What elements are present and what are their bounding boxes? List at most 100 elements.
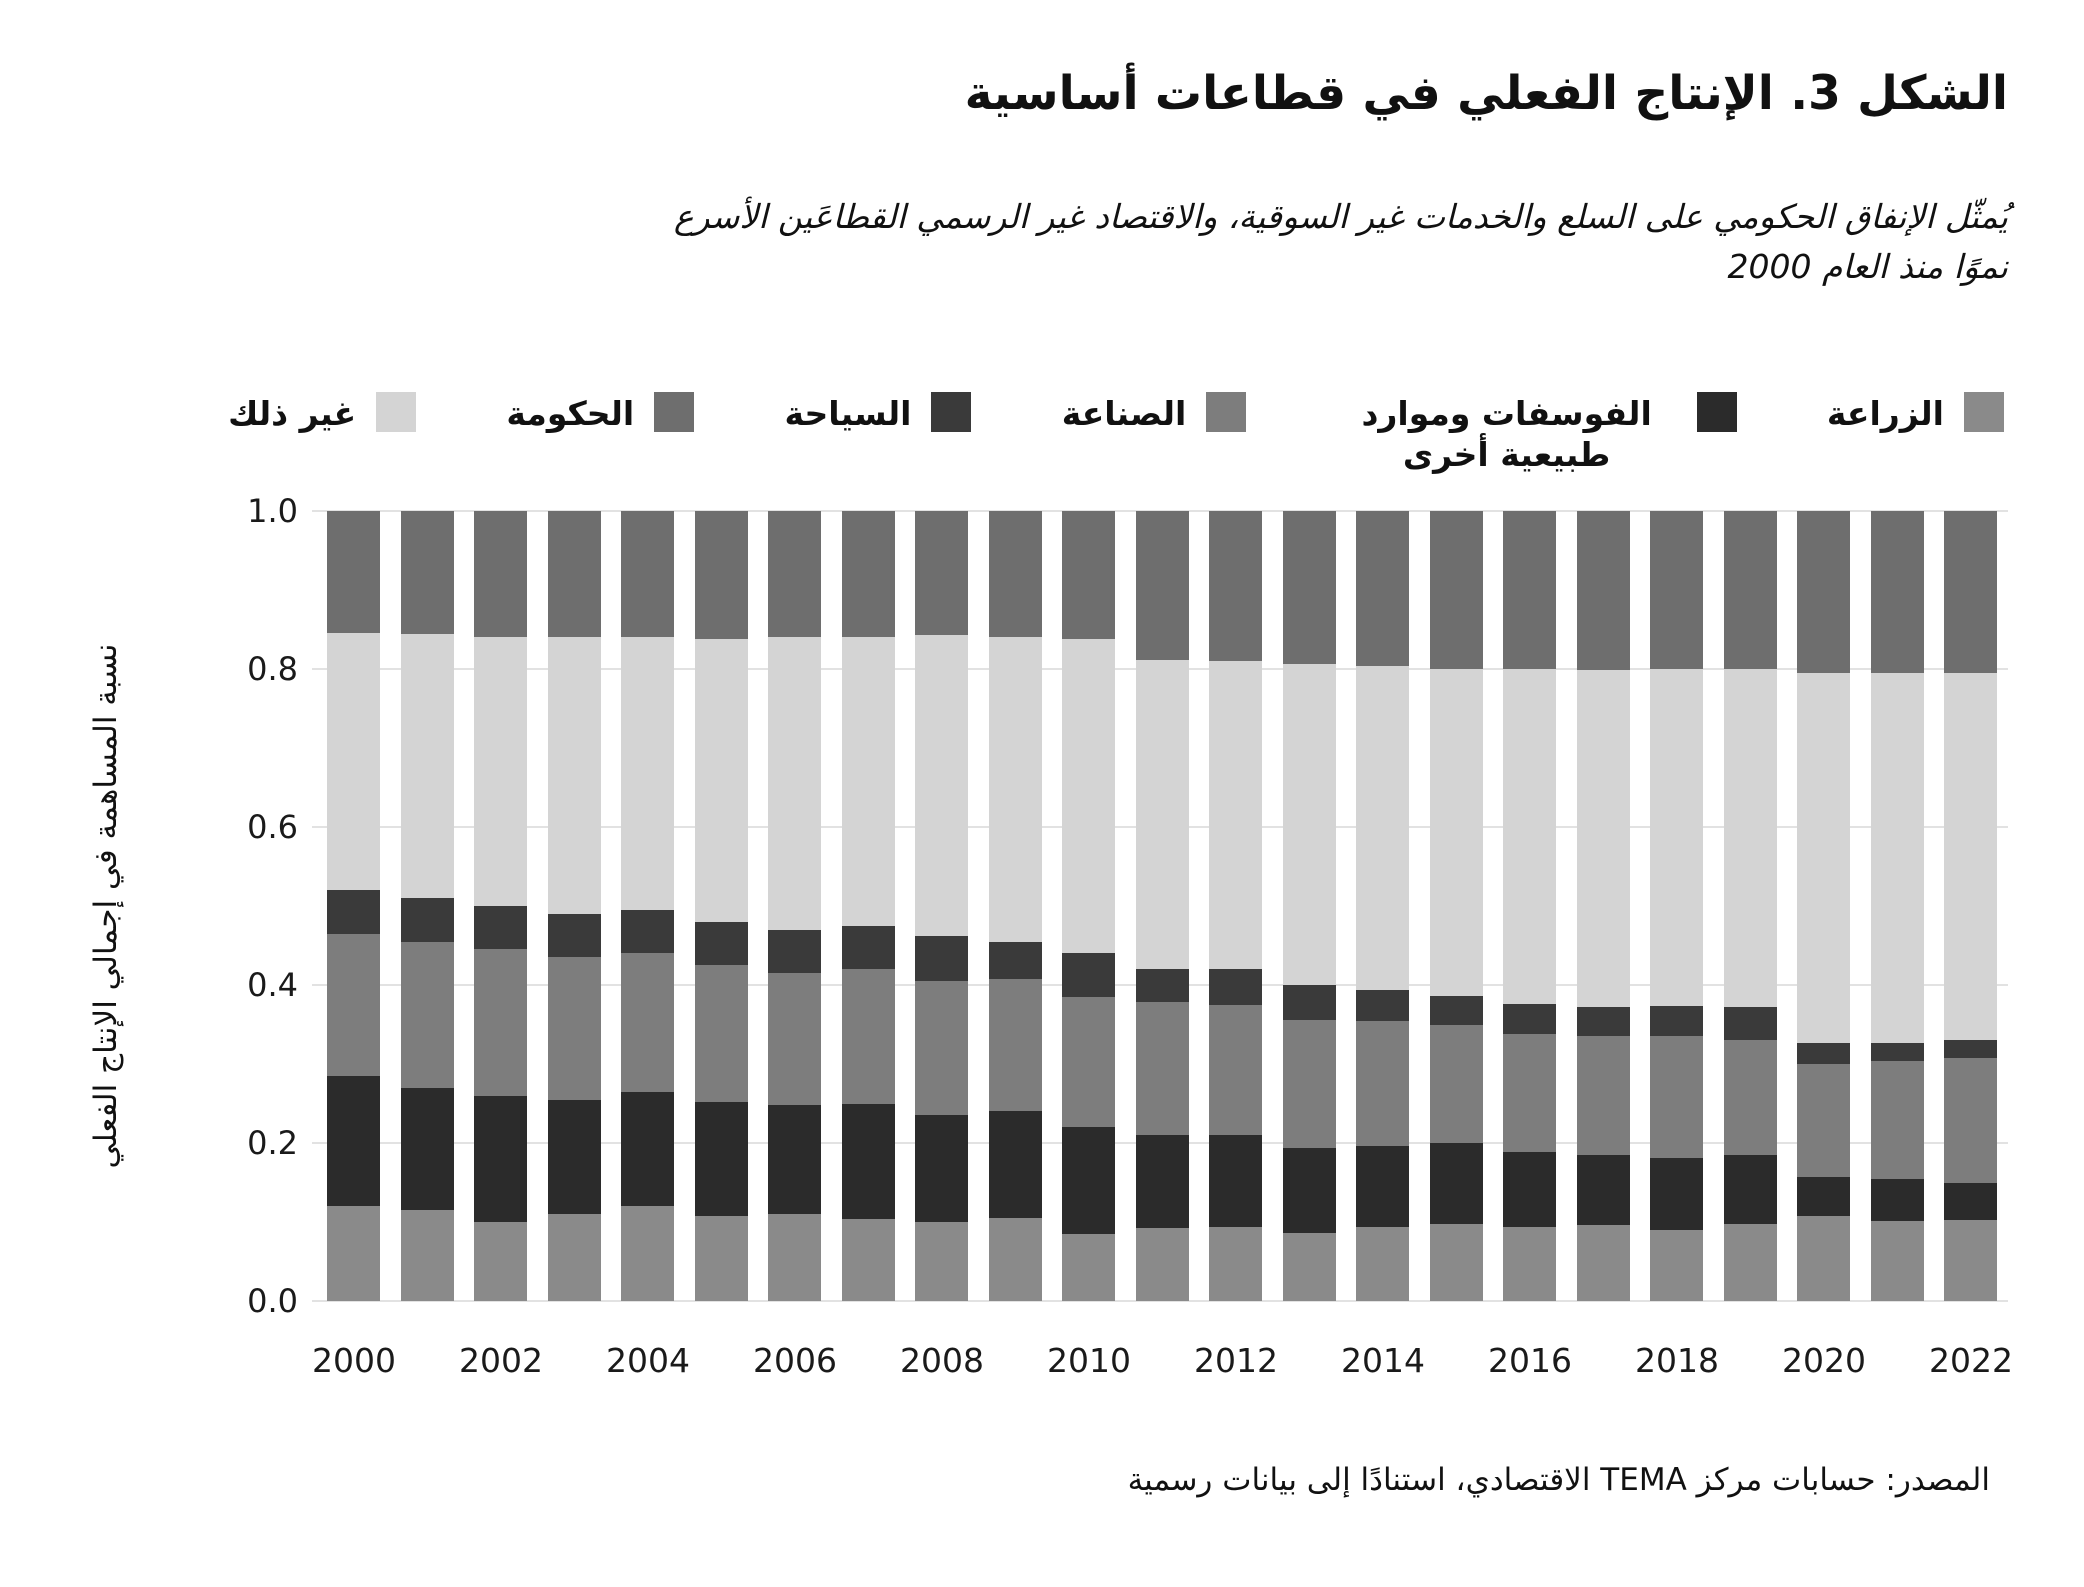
bar-segment xyxy=(989,941,1042,979)
bar-segment xyxy=(1577,1154,1630,1226)
bar-column-2021 xyxy=(1871,511,1924,1301)
bar-segment xyxy=(1724,1007,1777,1041)
bar-segment xyxy=(1871,1060,1924,1180)
bar-segment xyxy=(1136,1228,1189,1301)
bar-segment xyxy=(327,511,380,634)
y-tick-label: 0.6 xyxy=(247,808,298,846)
bar-segment xyxy=(474,906,527,950)
x-tick-label: 2014 xyxy=(1341,1341,1425,1380)
bar-segment xyxy=(1430,669,1483,997)
page-title: الشكل 3. الإنتاج الفعلي في قطاعات أساسية xyxy=(964,66,2008,121)
bar-segment xyxy=(327,1075,380,1207)
bar-column-2008 xyxy=(915,511,968,1301)
y-tick-label: 0.4 xyxy=(247,966,298,1004)
bar-segment xyxy=(1283,1233,1336,1301)
bar-segment xyxy=(695,1101,748,1216)
bar-segment xyxy=(401,511,454,634)
bar-segment xyxy=(1062,511,1115,640)
figure-subtitle: يُمثّل الإنفاق الحكومي على السلع والخدما… xyxy=(178,192,2008,291)
y-tick-label: 0.8 xyxy=(247,650,298,688)
bar-column-2019 xyxy=(1724,511,1777,1301)
bar-segment xyxy=(1136,511,1189,660)
legend-swatch-icon xyxy=(654,392,695,432)
legend-label: الفوسفات وموارد طبيعية أخرى xyxy=(1361,394,1652,475)
bar-segment xyxy=(768,511,821,638)
bar-segment xyxy=(1283,664,1336,986)
bar-segment xyxy=(1724,511,1777,670)
x-axis-ticks: 2000 2002 2004 2006 2008 2010 2012 2014 2016 2018… xyxy=(312,1336,2013,1386)
bar-segment xyxy=(1650,1229,1703,1301)
legend-swatch-icon xyxy=(1696,392,1737,432)
bar-segment xyxy=(1650,669,1703,1006)
bar-segment xyxy=(548,957,601,1100)
legend-swatch-icon xyxy=(931,392,972,432)
bar-segment xyxy=(621,1206,674,1301)
bar-segment xyxy=(401,941,454,1088)
bar-segment xyxy=(621,637,674,910)
x-tick-label: 2000 xyxy=(312,1341,396,1380)
bar-segment xyxy=(1503,1034,1556,1152)
bar-segment xyxy=(401,1087,454,1211)
x-tick-label: 2002 xyxy=(459,1341,543,1380)
bar-segment xyxy=(1209,511,1262,662)
bar-segment xyxy=(842,637,895,926)
bar-segment xyxy=(842,1103,895,1219)
x-tick-label: 2010 xyxy=(1047,1341,1131,1380)
bar-segment xyxy=(1209,661,1262,970)
bar-segment xyxy=(1577,669,1630,1008)
legend-item: الزراعة xyxy=(1827,392,2004,434)
x-tick-label: 2018 xyxy=(1635,1341,1719,1380)
y-tick-label: 0.0 xyxy=(247,1282,298,1320)
bar-segment xyxy=(1356,989,1409,1022)
bar-segment xyxy=(1724,1224,1777,1301)
bar-segment xyxy=(915,635,968,937)
legend-label: غير ذلك xyxy=(228,394,357,433)
bar-segment xyxy=(621,909,674,954)
bar-segment xyxy=(1062,996,1115,1128)
bar-segment xyxy=(1209,1226,1262,1301)
bar-segment xyxy=(768,1105,821,1215)
figure-subtitle-line2: نموًا منذ العام 2000 xyxy=(1727,246,2008,286)
gridline xyxy=(312,1300,2008,1302)
bar-segment xyxy=(621,1091,674,1207)
bar-segment xyxy=(1650,511,1703,670)
bar-segment xyxy=(1283,1019,1336,1148)
bar-segment xyxy=(1797,1216,1850,1301)
bar-segment xyxy=(695,921,748,966)
y-axis-label: نسبة المساهمة في إجمالي الإنتاج الفعلي xyxy=(88,643,124,1169)
bar-segment xyxy=(1062,639,1115,954)
bar-segment xyxy=(842,1218,895,1301)
bar-column-2002 xyxy=(474,511,527,1301)
bar-column-2014 xyxy=(1356,511,1409,1301)
bar-segment xyxy=(401,898,454,942)
bar-segment xyxy=(915,936,968,982)
y-tick-label: 0.2 xyxy=(247,1124,298,1162)
x-tick-label: 2020 xyxy=(1782,1341,1866,1380)
bar-segment xyxy=(1577,1007,1630,1037)
bar-segment xyxy=(989,1111,1042,1219)
bar-column-2009 xyxy=(989,511,1042,1301)
bar-segment xyxy=(1944,1039,1997,1058)
bar-segment xyxy=(474,1095,527,1222)
bar-segment xyxy=(695,511,748,640)
bar-column-2003 xyxy=(548,511,601,1301)
bar-segment xyxy=(1650,1036,1703,1159)
bar-segment xyxy=(1503,669,1556,1004)
legend-item: السياحة xyxy=(785,392,972,434)
bar-segment xyxy=(621,953,674,1092)
figure-subtitle-line1: يُمثّل الإنفاق الحكومي على السلع والخدما… xyxy=(673,197,2008,236)
bar-segment xyxy=(768,1214,821,1301)
bar-segment xyxy=(1944,1219,1997,1301)
bar-segment xyxy=(1136,659,1189,970)
legend-label: الزراعة xyxy=(1826,394,1944,433)
bar-segment xyxy=(474,511,527,638)
bar-segment xyxy=(1577,511,1630,670)
legend-label: السياحة xyxy=(784,394,912,433)
bar-segment xyxy=(1797,1043,1850,1065)
legend-item: الحكومة xyxy=(506,392,695,434)
bar-segment xyxy=(1503,1151,1556,1227)
bar-segment xyxy=(1283,985,1336,1020)
bar-column-2001 xyxy=(401,511,454,1301)
bar-segment xyxy=(1356,665,1409,990)
